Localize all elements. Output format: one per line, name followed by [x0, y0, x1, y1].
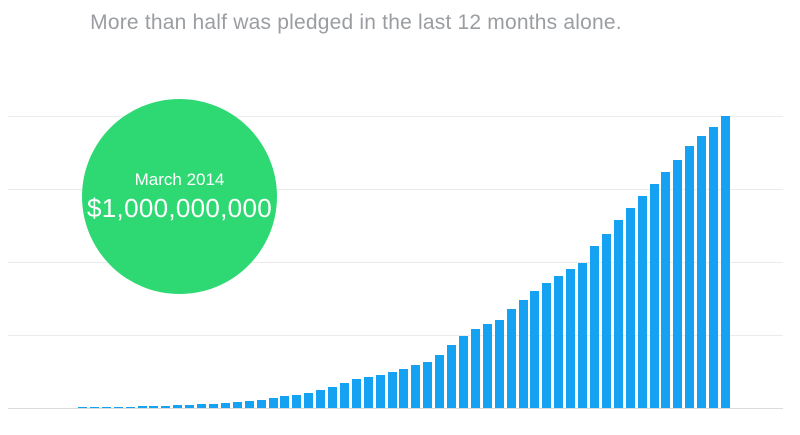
bar — [351, 379, 361, 408]
bar — [554, 276, 564, 408]
bar — [256, 399, 266, 408]
bar — [530, 290, 540, 408]
bar — [161, 405, 171, 408]
bar — [542, 283, 552, 408]
bar — [673, 160, 683, 408]
bar — [280, 396, 290, 408]
bar — [292, 394, 302, 408]
bar — [244, 401, 254, 408]
bar — [661, 172, 671, 408]
bar — [78, 407, 87, 408]
bar — [316, 389, 326, 408]
bar — [185, 404, 195, 408]
bar — [328, 386, 338, 408]
bar — [494, 320, 504, 408]
bar — [101, 407, 111, 408]
bar — [387, 372, 397, 408]
bar — [173, 405, 183, 408]
bar — [578, 263, 588, 408]
bar — [232, 401, 242, 408]
bar — [625, 207, 635, 408]
bar — [339, 383, 349, 408]
bar — [506, 309, 516, 408]
gridline — [8, 262, 783, 263]
x-axis-baseline — [8, 408, 783, 409]
bar — [125, 406, 135, 408]
bar — [149, 405, 159, 408]
bar — [637, 196, 647, 408]
milestone-amount-label: $1,000,000,000 — [87, 193, 272, 223]
milestone-bubble: March 2014 $1,000,000,000 — [82, 99, 277, 294]
bar — [482, 323, 492, 408]
bar — [435, 354, 445, 408]
bar — [89, 407, 99, 408]
bar — [685, 146, 695, 408]
bar — [470, 328, 480, 408]
plot-area — [8, 116, 783, 409]
bar-series — [78, 116, 730, 408]
milestone-date-label: March 2014 — [134, 170, 225, 189]
bar — [566, 269, 576, 408]
bar — [447, 344, 457, 408]
bar — [697, 136, 707, 408]
gridline — [8, 116, 783, 117]
bar — [268, 398, 278, 408]
bar — [137, 406, 147, 408]
bar — [720, 116, 730, 408]
bar — [304, 392, 314, 408]
bar — [399, 368, 409, 408]
bar — [411, 365, 421, 408]
bar — [423, 361, 433, 408]
bar — [601, 233, 611, 408]
bar — [649, 184, 659, 408]
gridline — [8, 335, 783, 336]
bar — [518, 299, 528, 408]
bar — [113, 406, 123, 408]
bar — [375, 375, 385, 408]
bar — [197, 404, 207, 408]
bar — [363, 377, 373, 408]
bar — [589, 245, 599, 408]
bar — [220, 402, 230, 408]
bar — [459, 336, 468, 408]
chart-title: More than half was pledged in the last 1… — [90, 11, 622, 34]
bar — [208, 403, 218, 408]
gridline — [8, 189, 783, 190]
bar — [709, 127, 719, 408]
bar — [613, 219, 623, 408]
